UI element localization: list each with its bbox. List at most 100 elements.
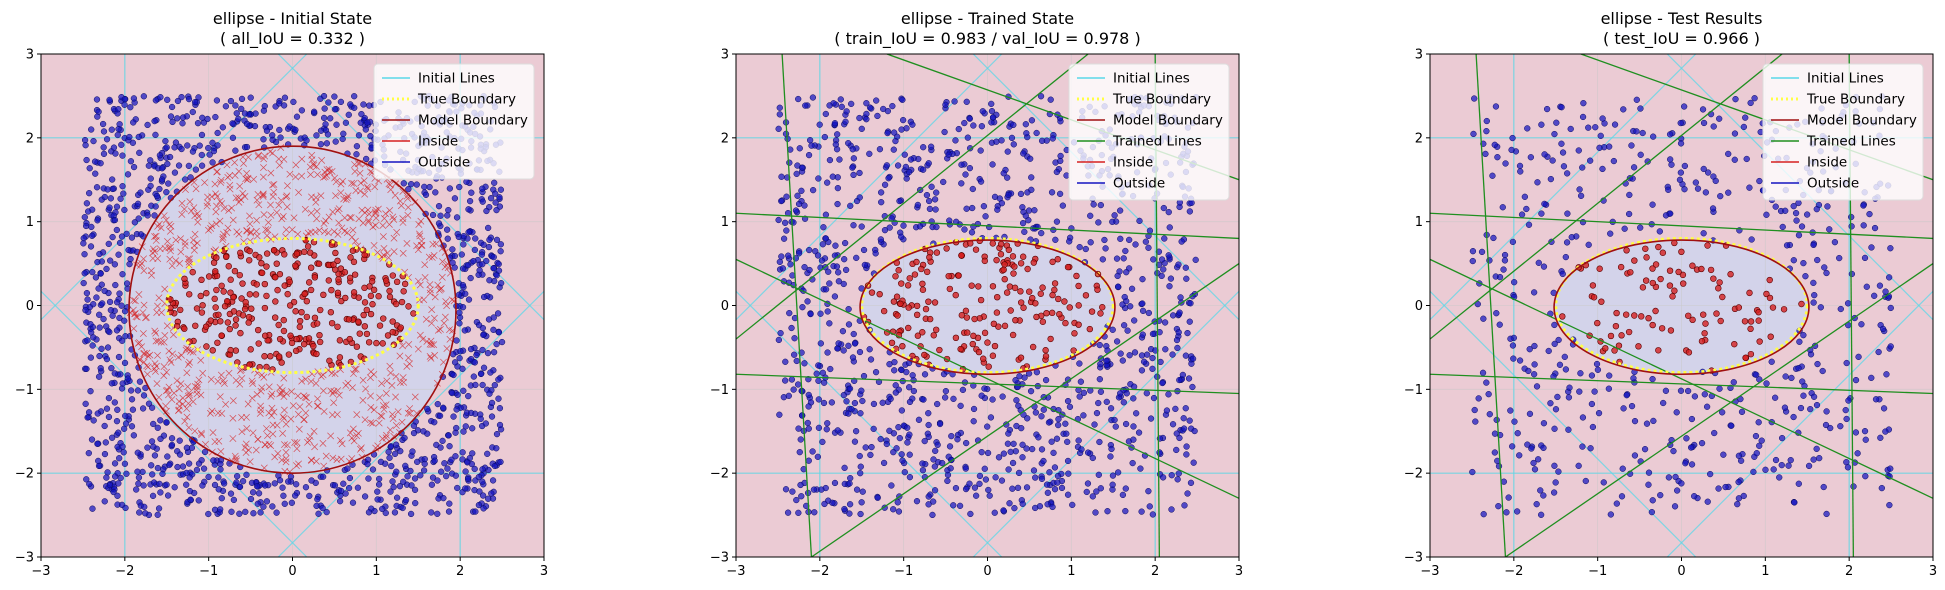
outside-point (154, 464, 162, 472)
outside-point (411, 475, 419, 482)
outside-point (1579, 414, 1587, 421)
outside-point (1107, 453, 1114, 460)
outside-point (489, 477, 497, 484)
trained-line (1430, 373, 1933, 395)
misclassified-point (244, 400, 252, 408)
outside-point (1173, 446, 1180, 454)
outside-point (1008, 134, 1016, 142)
inside-point (997, 240, 1005, 248)
outside-point (1781, 404, 1789, 411)
misclassified-point (216, 217, 224, 225)
misclassified-point (176, 259, 184, 267)
misclassified-point (282, 455, 290, 462)
outside-point (293, 113, 301, 120)
outside-point (818, 257, 826, 264)
outside-point (1472, 418, 1479, 425)
outside-point (211, 481, 219, 489)
misclassified-point (350, 180, 358, 187)
inside-point (975, 348, 983, 356)
inside-point (1631, 312, 1638, 319)
outside-point (841, 239, 849, 247)
misclassified-point (257, 406, 265, 414)
misclassified-point (193, 239, 201, 247)
outside-point (946, 443, 954, 450)
outside-point (1731, 156, 1738, 163)
misclassified-point (237, 196, 245, 204)
outside-point (121, 317, 128, 324)
outside-point (831, 479, 839, 487)
outside-point (1000, 507, 1007, 514)
outside-point (1138, 508, 1145, 515)
outside-point (1816, 454, 1823, 462)
outside-point (879, 399, 886, 406)
outside-point (806, 137, 814, 144)
outside-point (137, 189, 144, 196)
inside-point (1659, 249, 1667, 256)
outside-point (108, 434, 116, 441)
outside-point (308, 477, 315, 484)
outside-point (930, 498, 937, 505)
outside-point (1850, 483, 1857, 490)
misclassified-point (288, 388, 296, 396)
inside-point (189, 268, 196, 276)
outside-point (856, 114, 863, 122)
misclassified-point (377, 412, 385, 420)
inside-point (1698, 338, 1706, 345)
outside-point (472, 508, 479, 515)
outside-point (1740, 492, 1747, 500)
misclassified-point (311, 443, 319, 451)
outside-point (375, 475, 383, 483)
sample-points (1469, 93, 1894, 518)
outside-point (88, 436, 96, 443)
outside-point (1623, 392, 1630, 399)
inside-point (897, 300, 904, 308)
inside-point (386, 287, 393, 295)
outside-point (1887, 304, 1894, 312)
outside-point (130, 163, 138, 171)
outside-point (1752, 432, 1760, 440)
outside-point (488, 399, 496, 407)
misclassified-point (267, 169, 275, 177)
misclassified-point (224, 224, 232, 232)
outside-point (815, 362, 822, 369)
outside-point (887, 395, 894, 403)
outside-point (1022, 121, 1029, 128)
misclassified-point (406, 409, 414, 417)
outside-point (1024, 415, 1031, 422)
outside-point (86, 480, 93, 488)
inside-point (893, 293, 901, 300)
outside-point (1030, 467, 1038, 474)
outside-point (850, 330, 857, 338)
outside-point (336, 498, 344, 505)
outside-point (1185, 375, 1193, 382)
inside-point (215, 311, 222, 318)
outside-point (1469, 248, 1477, 255)
inside-point (1763, 290, 1770, 298)
outside-point (1517, 168, 1524, 175)
inside-point (202, 323, 210, 330)
outside-point (1683, 435, 1690, 442)
outside-point (342, 119, 350, 126)
plot-area (1430, 54, 1933, 557)
outside-point (1050, 449, 1057, 457)
outside-point (332, 138, 339, 145)
outside-point (303, 137, 310, 144)
misclassified-point (191, 230, 199, 238)
misclassified-point (283, 203, 291, 211)
outside-point (351, 93, 358, 100)
misclassified-point (185, 424, 193, 432)
outside-point (1505, 494, 1512, 501)
outside-point (1887, 343, 1894, 350)
inside-point (1612, 322, 1620, 330)
outside-point (978, 449, 985, 456)
inside-point (1030, 259, 1037, 266)
outside-point (440, 494, 447, 502)
outside-point (459, 449, 466, 456)
legend-label: Outside (418, 155, 470, 171)
outside-point (1579, 443, 1586, 450)
misclassified-point (177, 248, 185, 256)
outside-point (891, 359, 898, 366)
x-tick-label: −3 (31, 564, 50, 579)
inside-point (355, 318, 362, 325)
outside-point (194, 120, 202, 127)
